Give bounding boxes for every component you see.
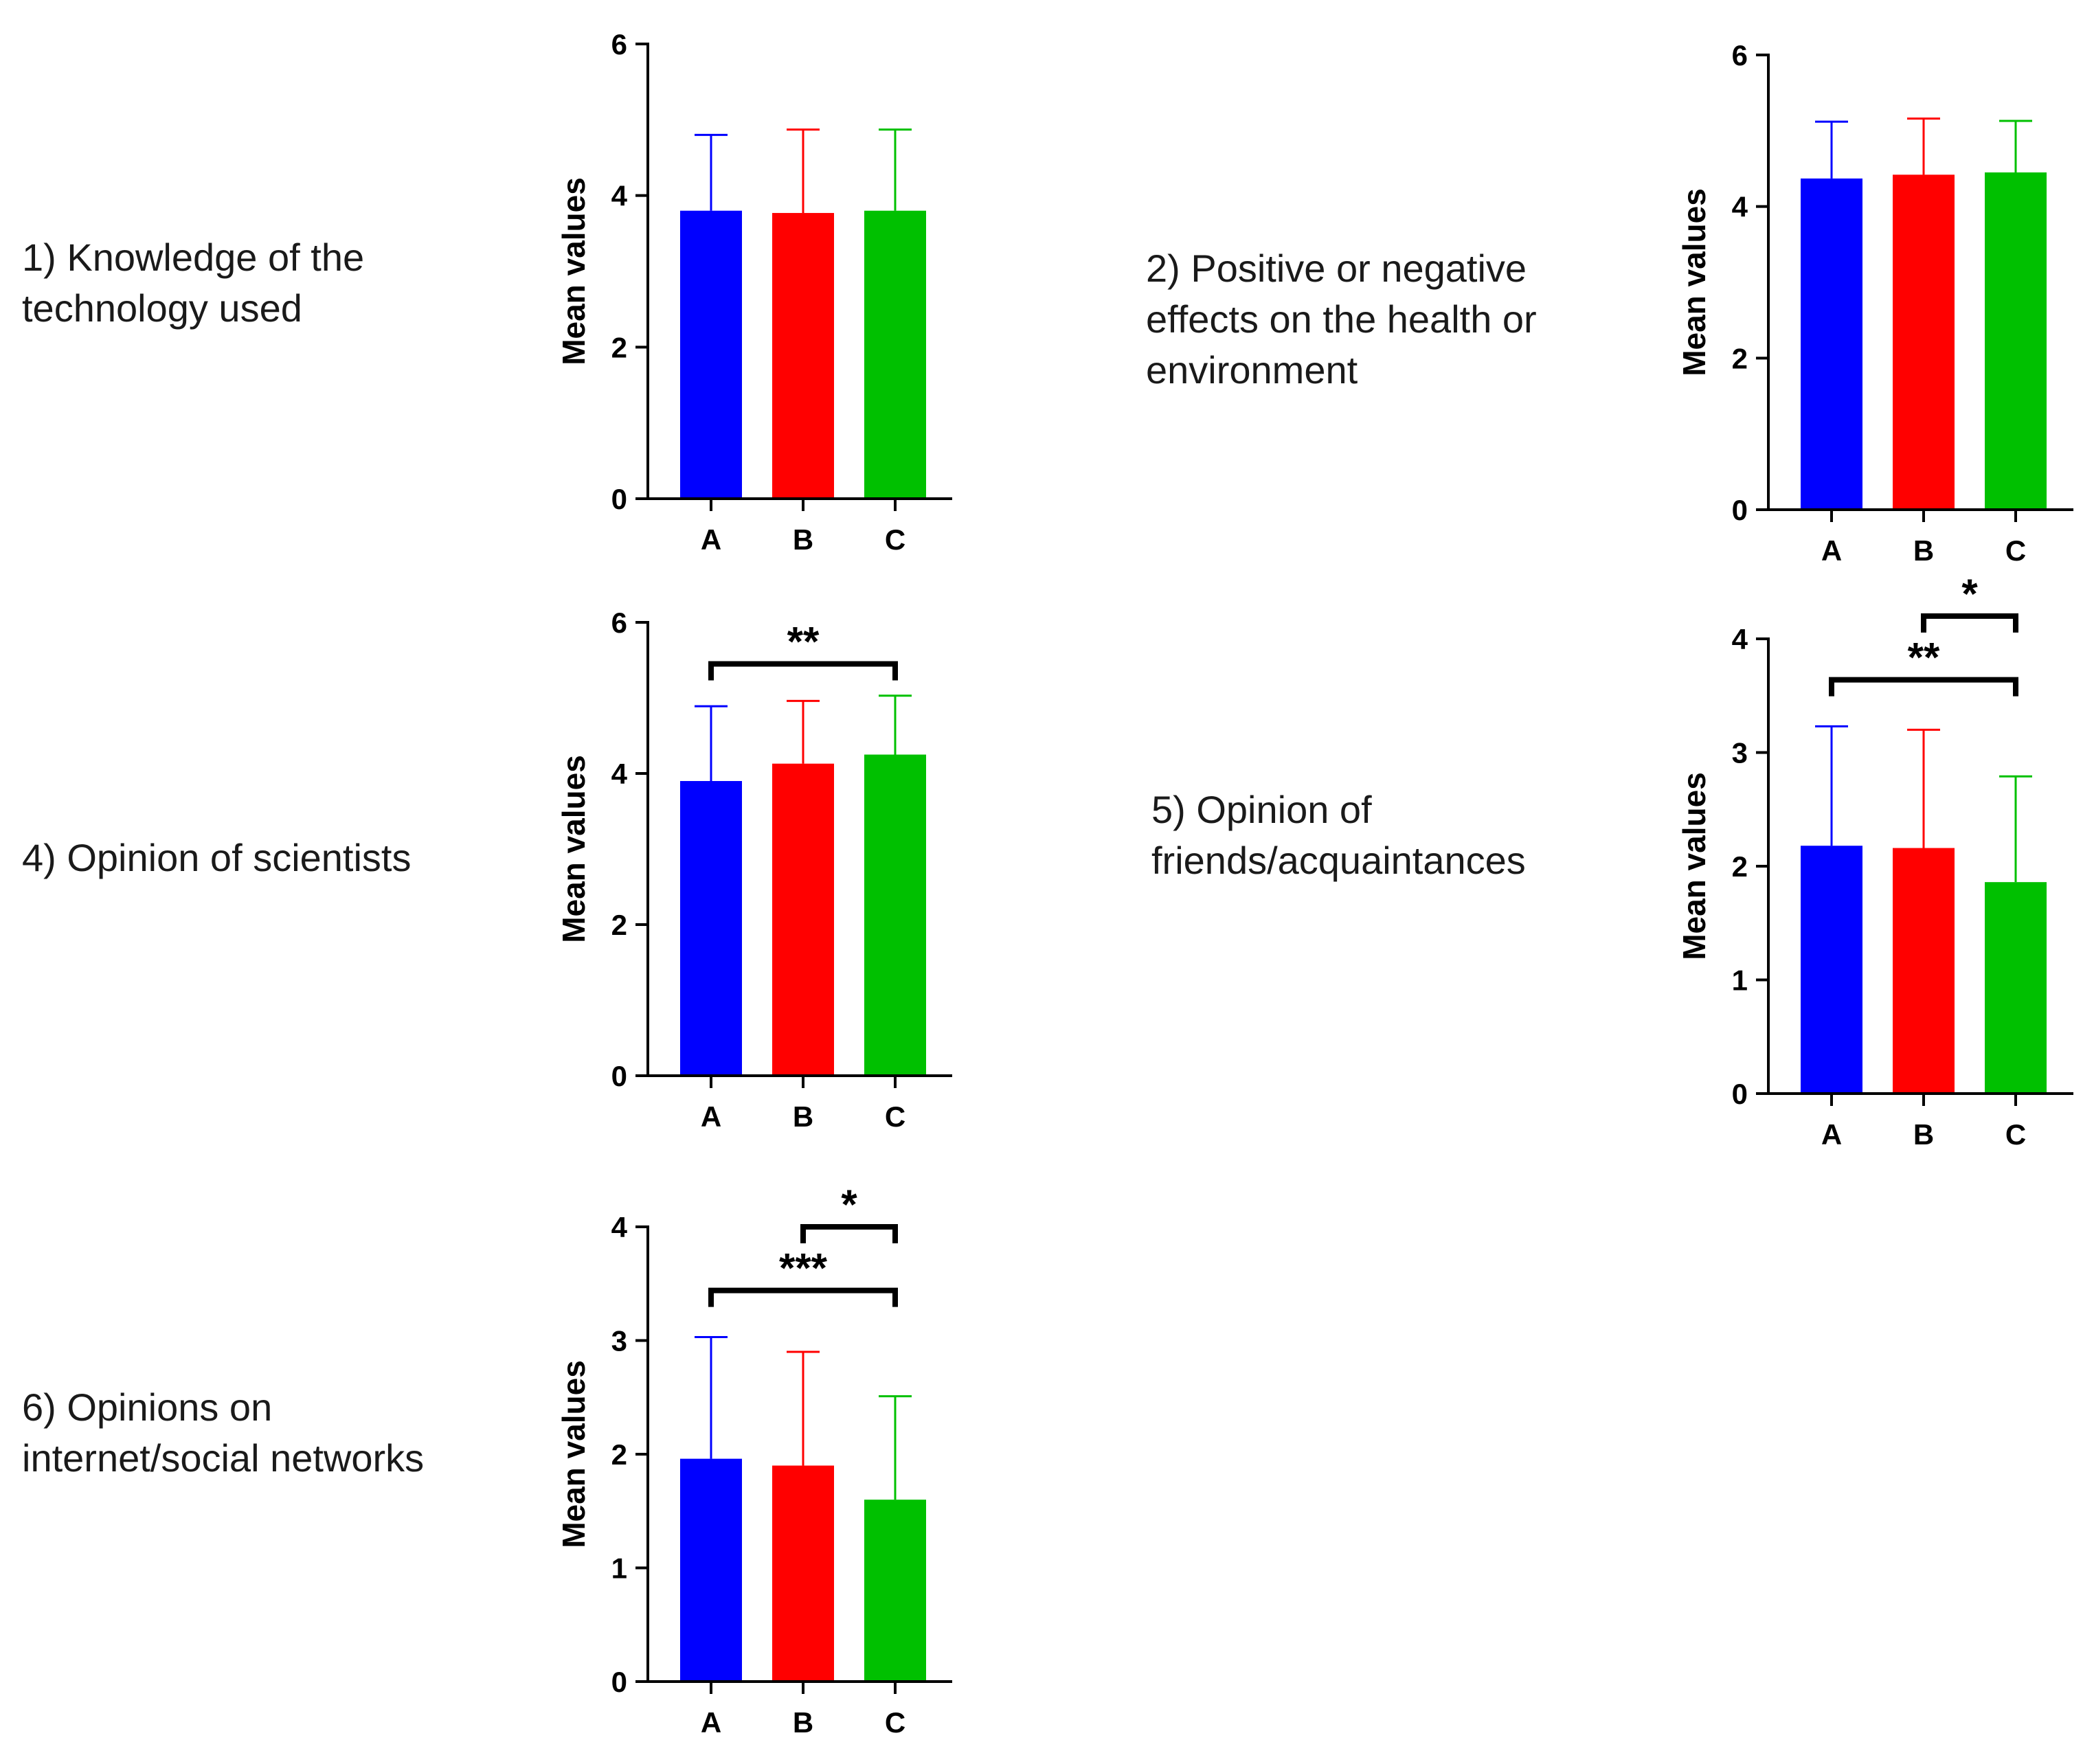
significance-bracket-1: [1829, 677, 2018, 697]
bar-B: [1893, 174, 1955, 510]
x-tick-label-A: A: [701, 1706, 721, 1739]
y-tick-label: 3: [1732, 737, 1748, 769]
x-tick-label-B: B: [1913, 1118, 1934, 1151]
y-tick-label: 0: [611, 483, 627, 515]
y-tick-label: 3: [611, 1325, 627, 1357]
y-axis-title: Mean values: [1676, 188, 1712, 376]
panel-6-title: 6) Opinions on internet/social networks: [22, 1382, 424, 1484]
y-tick-label: 2: [1732, 342, 1748, 374]
chart-panel-2: 0 2 4 6 A B C Mean values: [1676, 39, 2073, 567]
y-tick-label: 4: [1732, 191, 1748, 223]
bar-C: [864, 1500, 926, 1682]
x-tick-label-A: A: [701, 1100, 721, 1133]
panel-4-title-line-1: 4) Opinion of scientists: [22, 836, 412, 879]
significance-label-1: ***: [779, 1245, 828, 1291]
chart-panel-3: 0 2 4 6 A B C Mean values **: [556, 607, 952, 1133]
x-tick-label-C: C: [885, 1706, 905, 1739]
x-tick-label-C: C: [2005, 1118, 2026, 1151]
panel-2-title-line-1: 2) Positive or negative: [1146, 247, 1527, 290]
panel-1-title: 1) Knowledge of the technology used: [22, 232, 364, 334]
x-tick-label-B: B: [793, 1706, 813, 1739]
bar-C: [1985, 882, 2047, 1094]
panel-1-title-line-1: 1) Knowledge of the: [22, 236, 365, 279]
x-tick-label-C: C: [885, 523, 905, 556]
bar-B: [1893, 848, 1955, 1094]
panel-2-title: 2) Positive or negative effects on the h…: [1146, 243, 1537, 396]
panel-1-title-line-2: technology used: [22, 286, 302, 330]
bar-A: [1801, 178, 1862, 510]
significance-bracket-2: [800, 1224, 898, 1243]
bar-A: [680, 210, 742, 499]
x-tick-label-B: B: [793, 523, 813, 556]
y-tick-label: 4: [611, 1211, 628, 1243]
significance-label-2: *: [841, 1181, 857, 1228]
y-tick-label: 0: [1732, 494, 1748, 526]
chart-panel-1: 0 2 4 6 A B C Mean values: [556, 28, 952, 556]
panel-4-title: 4) Opinion of scientists: [22, 833, 411, 883]
y-axis-title: Mean values: [556, 755, 592, 943]
panel-5-title-line-1: 5) Opinion of: [1151, 788, 1372, 831]
y-axis-title: Mean values: [1676, 772, 1712, 960]
y-tick-label: 2: [611, 909, 627, 941]
y-tick-label: 6: [611, 28, 627, 60]
significance-label-2: *: [1961, 571, 1978, 617]
panel-6-title-line-2: internet/social networks: [22, 1436, 425, 1480]
significance-label-1: **: [787, 619, 820, 665]
bar-B: [772, 213, 834, 499]
y-tick-label: 6: [611, 607, 627, 639]
y-tick-label: 0: [1732, 1078, 1748, 1110]
y-tick-label: 2: [611, 331, 627, 363]
significance-bracket-1: [708, 1287, 898, 1307]
significance-label-1: **: [1908, 635, 1940, 681]
bar-A: [1801, 846, 1862, 1094]
panel-2-title-line-2: effects on the health or: [1146, 297, 1537, 341]
bar-B: [772, 1465, 834, 1682]
y-axis-title: Mean values: [556, 1360, 592, 1548]
x-tick-label-C: C: [885, 1100, 905, 1133]
significance-bracket-1: [708, 661, 898, 681]
x-tick-label-A: A: [701, 523, 721, 556]
bar-C: [1985, 172, 2047, 510]
y-tick-label: 4: [1732, 623, 1748, 655]
x-tick-label-C: C: [2005, 534, 2026, 567]
y-tick-label: 2: [1732, 850, 1748, 883]
y-tick-label: 1: [1732, 964, 1748, 997]
y-tick-label: 0: [611, 1666, 627, 1698]
x-tick-label-A: A: [1821, 1118, 1842, 1151]
panel-6-title-line-1: 6) Opinions on: [22, 1386, 273, 1429]
y-tick-label: 2: [611, 1438, 627, 1471]
bar-B: [772, 763, 834, 1076]
bar-A: [680, 1458, 742, 1682]
x-tick-label-B: B: [793, 1100, 813, 1133]
panel-5-title-line-2: friends/acquaintances: [1151, 839, 1526, 882]
y-axis-title: Mean values: [556, 177, 592, 365]
y-tick-label: 4: [611, 180, 628, 212]
bar-A: [680, 781, 742, 1076]
y-tick-label: 0: [611, 1060, 627, 1092]
x-tick-label-B: B: [1913, 534, 1934, 567]
y-tick-label: 6: [1732, 39, 1748, 71]
significance-bracket-2: [1921, 613, 2018, 633]
panel-5-title: 5) Opinion of friends/acquaintances: [1151, 784, 1526, 886]
y-tick-label: 4: [611, 758, 628, 790]
bar-C: [864, 754, 926, 1076]
panel-2-title-line-3: environment: [1146, 348, 1358, 392]
y-tick-label: 1: [611, 1552, 627, 1585]
bar-C: [864, 210, 926, 499]
x-tick-label-A: A: [1821, 534, 1842, 567]
